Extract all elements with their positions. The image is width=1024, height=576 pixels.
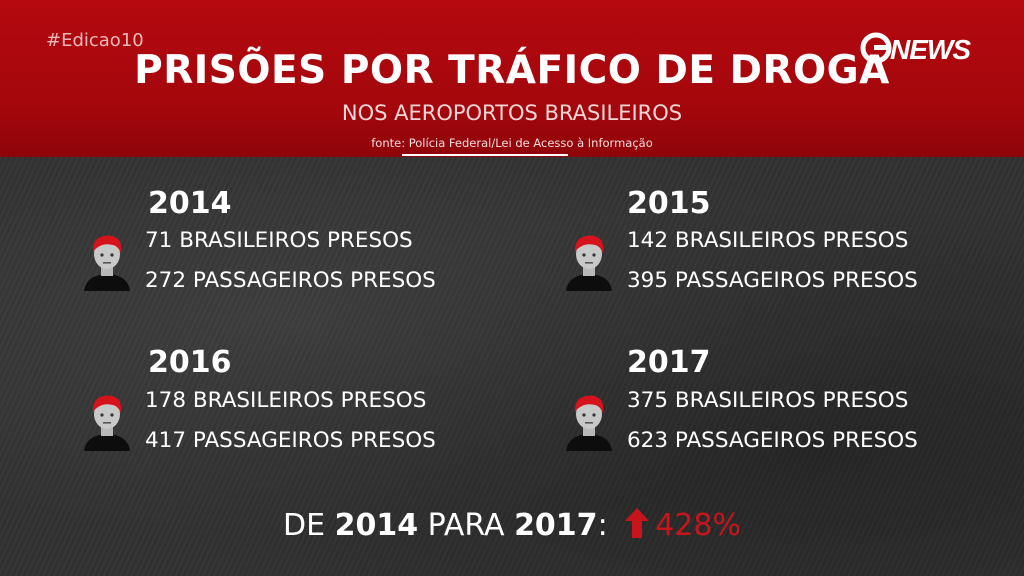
growth-summary: DE 2014 PARA 2017: 428% [0,508,1024,543]
person-icon [84,235,130,291]
summary-to-year: 2017 [514,508,598,543]
stat-passageiros-2017: 623 PASSAGEIROS PRESOS [627,428,918,453]
person-icon [566,235,612,291]
summary-change: 428% [655,508,741,543]
header-banner: #Edicao10 NEWS PRISÕES POR TRÁFICO DE DR… [0,0,1024,157]
summary-from-year: 2014 [334,508,419,543]
summary-prefix: DE [283,508,326,543]
year-2014-label: 2014 [148,186,232,221]
source-underline [402,154,568,156]
summary-colon: : [597,508,608,543]
page-title: PRISÕES POR TRÁFICO DE DROGA [134,48,890,93]
stat-brasileiros-2014: 71 BRASILEIROS PRESOS [145,228,413,253]
stat-brasileiros-2015: 142 BRASILEIROS PRESOS [627,228,909,253]
stat-brasileiros-2017: 375 BRASILEIROS PRESOS [627,388,909,413]
svg-text:NEWS: NEWS [890,34,971,65]
year-2017-label: 2017 [627,345,711,380]
summary-middle: PARA [427,508,505,543]
gnews-logo-icon: NEWS [860,32,972,65]
person-icon [566,395,612,451]
stat-passageiros-2015: 395 PASSAGEIROS PRESOS [627,268,918,293]
year-2016-label: 2016 [148,345,232,380]
page-subtitle: NOS AEROPORTOS BRASILEIROS [341,101,683,125]
arrow-up-icon [625,508,650,538]
source-note: fonte: Polícia Federal/Lei de Acesso à I… [371,136,653,150]
hashtag-label: #Edicao10 [46,30,144,51]
stat-brasileiros-2016: 178 BRASILEIROS PRESOS [145,388,427,413]
stat-passageiros-2016: 417 PASSAGEIROS PRESOS [145,428,436,453]
year-2015-label: 2015 [627,186,711,221]
stat-passageiros-2014: 272 PASSAGEIROS PRESOS [145,268,436,293]
person-icon [84,395,130,451]
background-texture [0,157,1024,576]
